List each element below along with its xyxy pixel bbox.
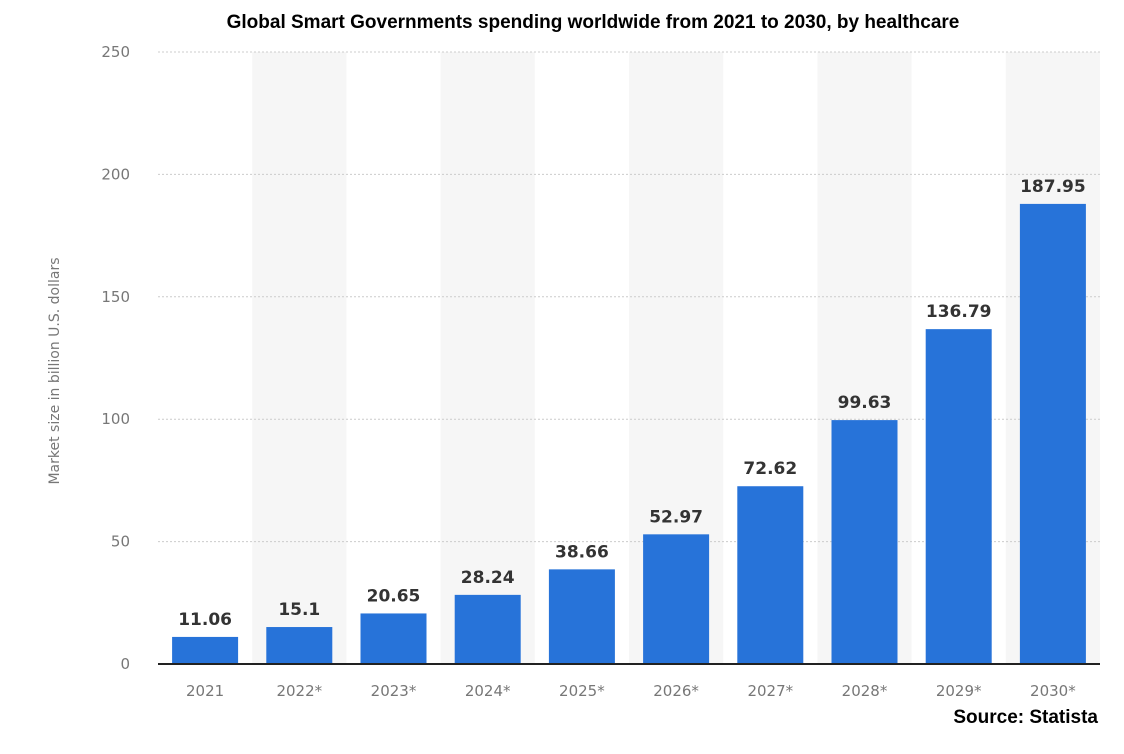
bar-2027* [737, 486, 804, 664]
background-band [440, 52, 535, 664]
y-axis-label: Market size in billion U.S. dollars [47, 257, 63, 484]
bar-2021 [172, 636, 239, 664]
data-label: 187.95 [1020, 177, 1086, 197]
x-tick-label: 2021 [186, 682, 224, 700]
x-tick-label: 2026* [653, 682, 699, 700]
data-label: 136.79 [926, 302, 992, 322]
data-label: 99.63 [838, 393, 892, 413]
data-label: 28.24 [461, 568, 515, 588]
data-label: 15.1 [278, 600, 320, 620]
background-band [252, 52, 347, 664]
bar-2028* [831, 420, 898, 664]
bar-2025* [548, 569, 615, 664]
x-tick-label: 2028* [842, 682, 888, 700]
bar-2026* [643, 534, 710, 664]
chart-title: Global Smart Governments spending worldw… [226, 12, 960, 33]
bar-2024* [454, 594, 521, 664]
y-tick-label: 50 [111, 533, 130, 551]
x-tick-label: 2029* [936, 682, 982, 700]
y-tick-label: 200 [101, 165, 130, 183]
x-tick-label: 2022* [276, 682, 322, 700]
data-label: 52.97 [649, 507, 703, 527]
y-tick-label: 0 [120, 655, 130, 673]
bar-2023* [360, 613, 427, 664]
x-tick-label: 2024* [465, 682, 511, 700]
bar-2030* [1019, 203, 1086, 664]
y-tick-label: 100 [101, 410, 130, 428]
data-label: 38.66 [555, 542, 609, 562]
x-tick-label: 2027* [747, 682, 793, 700]
y-tick-label: 150 [101, 288, 130, 306]
x-tick-label: 2025* [559, 682, 605, 700]
data-label: 20.65 [367, 586, 421, 606]
data-label: 72.62 [743, 459, 797, 479]
bar-2029* [925, 329, 992, 664]
bar-2022* [266, 627, 333, 664]
data-label: 11.06 [178, 610, 232, 630]
x-tick-label: 2023* [371, 682, 417, 700]
x-tick-label: 2030* [1030, 682, 1076, 700]
y-tick-label: 250 [101, 43, 130, 61]
source-label: Source: Statista [953, 707, 1098, 728]
